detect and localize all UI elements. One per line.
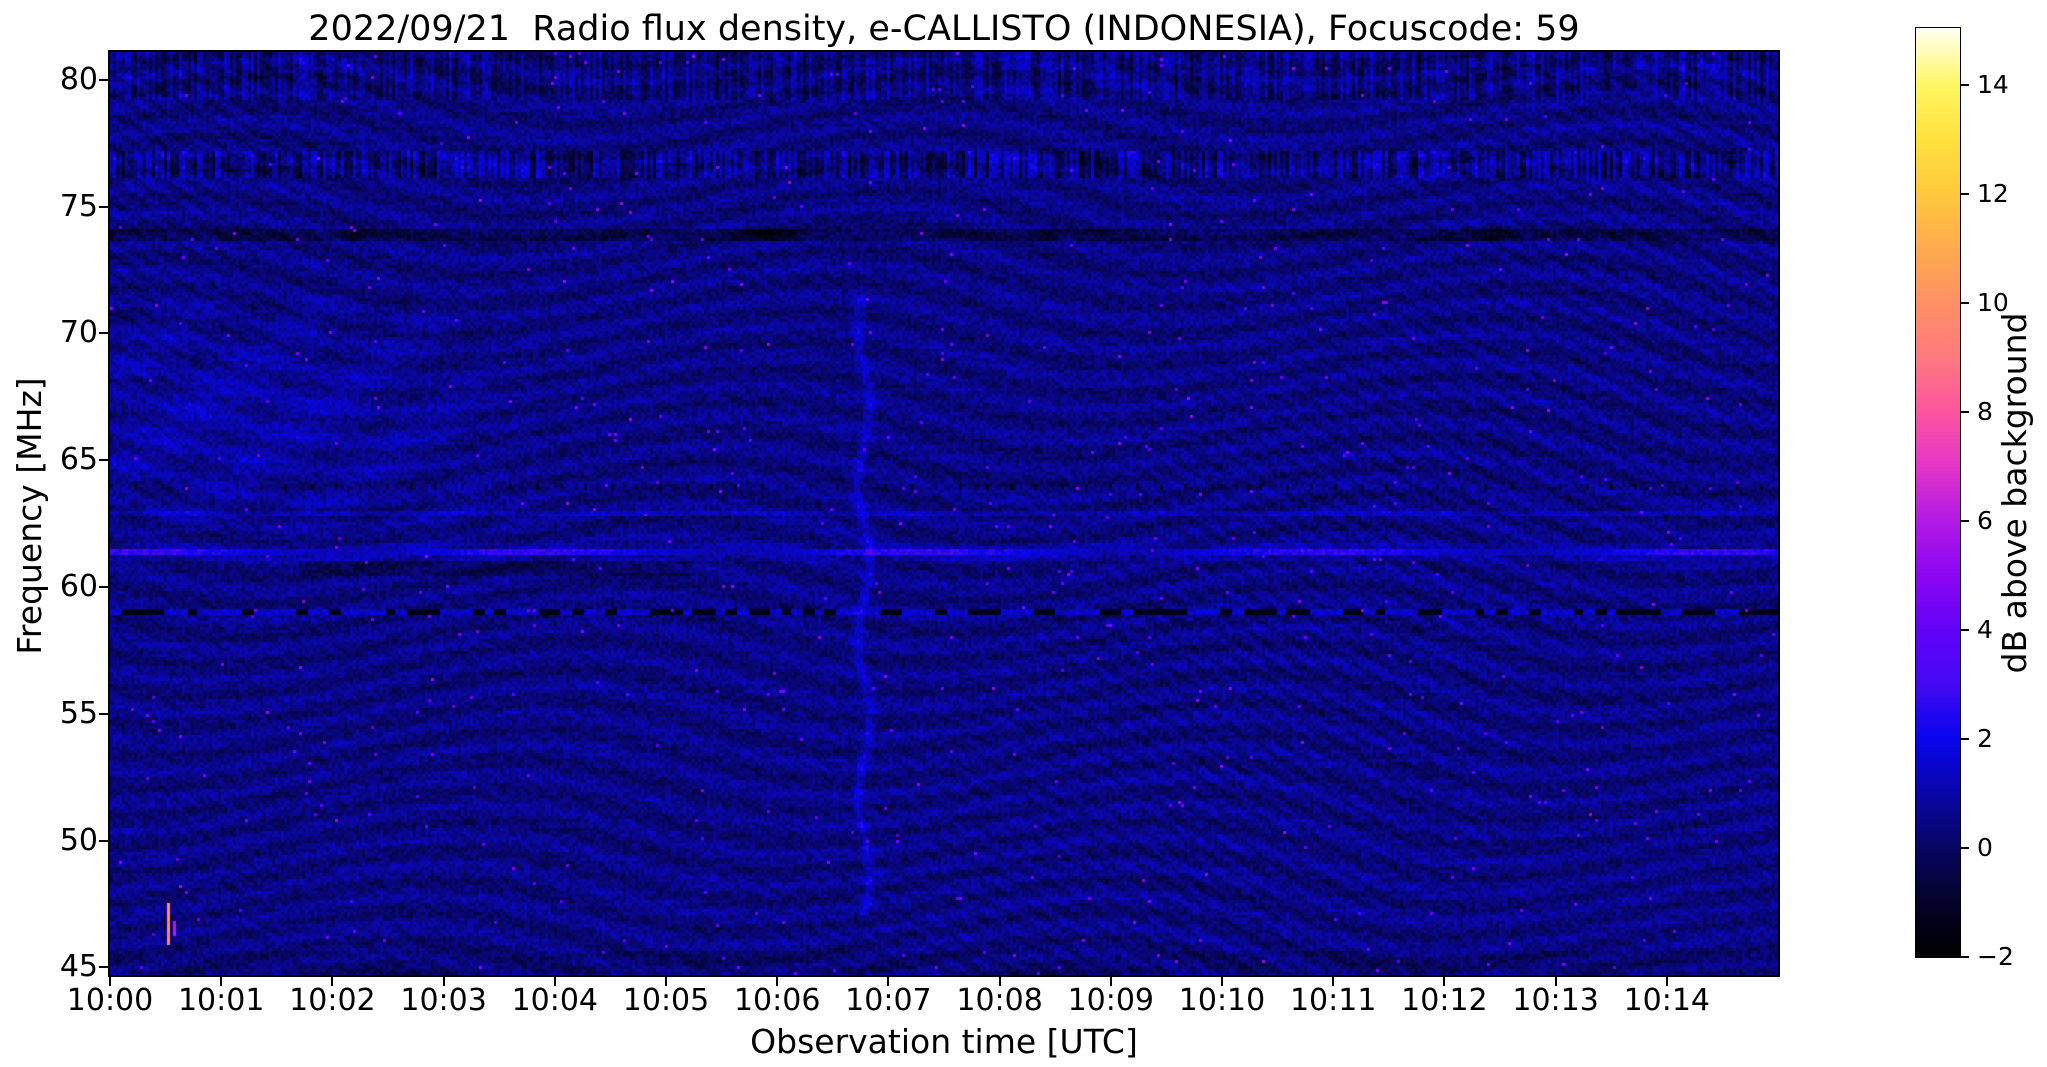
x-tick-label: 10:00 bbox=[66, 983, 154, 1018]
x-tick-mark bbox=[887, 977, 890, 986]
spectrogram-heatmap bbox=[110, 52, 1778, 975]
x-tick-label: 10:05 bbox=[622, 983, 710, 1018]
colorbar-tick-label: 4 bbox=[1977, 615, 1993, 645]
colorbar-tick-label: 2 bbox=[1977, 724, 1993, 754]
y-tick-mark bbox=[99, 205, 108, 208]
colorbar-tick-mark bbox=[1961, 629, 1969, 632]
x-axis-label: Observation time [UTC] bbox=[750, 1022, 1138, 1061]
x-tick-mark bbox=[665, 977, 667, 986]
x-tick-label: 10:02 bbox=[289, 983, 376, 1018]
x-tick-mark bbox=[1554, 977, 1557, 986]
colorbar-tick-label: 0 bbox=[1977, 833, 1993, 863]
y-tick-label: 80 bbox=[59, 61, 98, 97]
x-tick-mark bbox=[220, 977, 223, 986]
x-tick-mark bbox=[442, 977, 445, 986]
colorbar-tick-mark bbox=[1961, 411, 1969, 414]
y-tick-mark bbox=[99, 459, 108, 462]
colorbar-tick-mark bbox=[1961, 520, 1969, 523]
colorbar-tick-mark bbox=[1961, 302, 1969, 305]
colorbar-tick-mark bbox=[1961, 84, 1969, 87]
y-tick-mark bbox=[99, 966, 108, 969]
x-tick-mark bbox=[1665, 977, 1668, 986]
x-tick-label: 10:08 bbox=[956, 983, 1043, 1018]
x-tick-mark bbox=[331, 977, 334, 986]
x-tick-label: 10:01 bbox=[177, 983, 265, 1018]
colorbar-tick-mark bbox=[1961, 193, 1969, 196]
colorbar-tick-mark bbox=[1961, 956, 1969, 958]
x-tick-label: 10:03 bbox=[400, 983, 487, 1018]
y-tick-mark bbox=[99, 839, 108, 842]
chart-title: 2022/09/21 Radio flux density, e-CALLIST… bbox=[308, 9, 1580, 49]
x-tick-label: 10:10 bbox=[1178, 983, 1266, 1018]
colorbar-tick-label: −2 bbox=[1977, 942, 2014, 971]
y-tick-mark bbox=[99, 586, 108, 589]
y-tick-mark bbox=[99, 712, 108, 715]
colorbar-tick-mark bbox=[1961, 847, 1969, 850]
y-tick-label: 45 bbox=[59, 949, 98, 985]
y-tick-label: 60 bbox=[59, 569, 98, 605]
y-tick-label: 65 bbox=[59, 442, 98, 478]
colorbar-tick-label: 12 bbox=[1977, 179, 2009, 209]
colorbar-tick-label: 10 bbox=[1977, 288, 2009, 318]
x-tick-mark bbox=[553, 977, 556, 986]
x-tick-mark bbox=[1109, 977, 1112, 986]
x-tick-mark bbox=[1332, 977, 1335, 986]
x-tick-mark bbox=[1443, 977, 1446, 986]
y-tick-label: 50 bbox=[59, 822, 98, 858]
colorbar bbox=[1915, 27, 1961, 958]
x-tick-label: 10:07 bbox=[845, 983, 932, 1018]
x-tick-label: 10:11 bbox=[1289, 983, 1377, 1018]
x-tick-label: 10:14 bbox=[1623, 983, 1711, 1018]
y-axis-label: Frequency [MHz] bbox=[10, 377, 49, 655]
x-tick-label: 10:04 bbox=[511, 983, 599, 1018]
x-tick-mark bbox=[1221, 977, 1223, 986]
x-tick-label: 10:09 bbox=[1067, 983, 1155, 1018]
y-tick-label: 55 bbox=[59, 695, 98, 731]
x-tick-mark bbox=[109, 977, 111, 986]
x-tick-mark bbox=[776, 977, 779, 986]
colorbar-tick-label: 8 bbox=[1977, 397, 1993, 427]
colorbar-gradient bbox=[1916, 28, 1960, 957]
x-tick-label: 10:12 bbox=[1401, 983, 1488, 1018]
y-tick-label: 70 bbox=[59, 315, 98, 351]
colorbar-tick-mark bbox=[1961, 738, 1969, 741]
colorbar-label: dB above background bbox=[1995, 312, 2034, 674]
x-tick-mark bbox=[998, 977, 1001, 986]
colorbar-tick-label: 14 bbox=[1977, 70, 2009, 100]
x-tick-label: 10:13 bbox=[1512, 983, 1599, 1018]
y-tick-mark bbox=[99, 78, 108, 81]
y-tick-mark bbox=[99, 332, 108, 335]
colorbar-tick-label: 6 bbox=[1977, 506, 1993, 536]
x-tick-label: 10:06 bbox=[733, 983, 821, 1018]
plot-area bbox=[108, 50, 1780, 977]
y-tick-label: 75 bbox=[59, 188, 98, 224]
